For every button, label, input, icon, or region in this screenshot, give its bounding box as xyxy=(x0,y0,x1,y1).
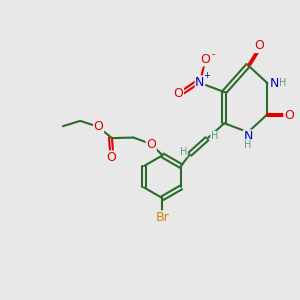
Text: O: O xyxy=(284,109,294,122)
Text: O: O xyxy=(106,151,116,164)
Text: H: H xyxy=(244,140,252,150)
Text: O: O xyxy=(254,40,264,52)
Text: -: - xyxy=(211,49,215,59)
Text: N: N xyxy=(195,76,205,89)
Text: N: N xyxy=(243,130,253,143)
Text: H: H xyxy=(180,147,187,157)
Text: O: O xyxy=(200,53,210,66)
Text: O: O xyxy=(94,120,103,133)
Text: H: H xyxy=(279,78,286,88)
Text: H: H xyxy=(211,131,218,141)
Text: O: O xyxy=(174,87,184,100)
Text: +: + xyxy=(203,71,210,80)
Text: Br: Br xyxy=(156,211,170,224)
Text: O: O xyxy=(146,138,156,151)
Text: N: N xyxy=(270,76,279,90)
